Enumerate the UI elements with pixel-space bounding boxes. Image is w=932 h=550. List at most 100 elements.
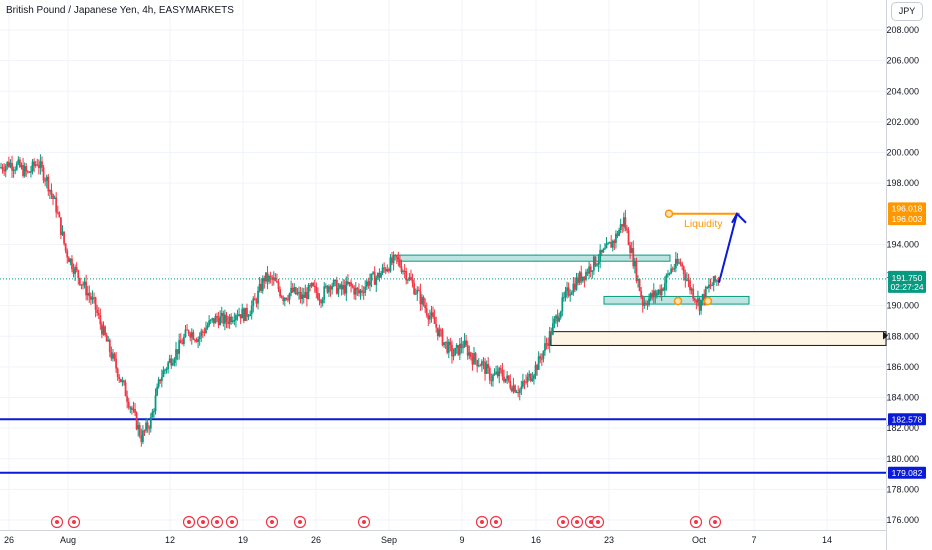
candle-body (250, 305, 253, 315)
candle-body (670, 268, 673, 274)
candle-body (20, 165, 23, 167)
candle-body (298, 291, 300, 294)
candle-body (561, 297, 564, 312)
candle-body (667, 273, 669, 275)
price-tag-bg (888, 213, 926, 226)
candle-body (190, 332, 193, 338)
candle-body (127, 401, 130, 408)
candle-body (112, 353, 114, 359)
y-tick-label: 202.000 (886, 117, 919, 127)
y-tick-label: 204.000 (886, 86, 919, 96)
candle-body (304, 292, 307, 298)
x-tick-label: Sep (381, 535, 397, 545)
candle-body (689, 280, 691, 291)
candle-body (101, 324, 103, 335)
candle-body (72, 269, 75, 274)
candle-body (643, 302, 646, 306)
candle-body (531, 378, 534, 381)
candle-body (140, 435, 143, 443)
candle-body (271, 277, 274, 280)
candle-body (348, 282, 351, 285)
y-tick-label: 188.000 (886, 331, 919, 341)
candle-body (414, 293, 417, 295)
candle-body (569, 294, 572, 296)
event-icon-dot (713, 520, 717, 524)
y-tick-label: 190.000 (886, 301, 919, 311)
candle-body (328, 286, 330, 293)
candle-body (86, 292, 89, 296)
candle-body (241, 308, 244, 319)
candle-body (616, 233, 619, 236)
candle-body (545, 343, 548, 345)
candle-body (629, 245, 632, 253)
candle-body (605, 243, 608, 249)
candle-body (244, 307, 247, 321)
candle-body (517, 392, 520, 394)
candle-body (441, 329, 444, 346)
price-tag: 182.578 (892, 414, 923, 424)
candle-body (64, 243, 67, 251)
candle-body (285, 297, 288, 300)
candle-body (548, 331, 551, 346)
currency-button[interactable]: JPY (891, 2, 923, 21)
candle-body (175, 349, 177, 360)
price-tag: 196.003 (892, 214, 923, 224)
x-tick-label: 19 (238, 535, 248, 545)
candle-body (3, 169, 6, 172)
candle-body (269, 276, 272, 278)
x-tick-label: 23 (604, 535, 614, 545)
candle-body (31, 161, 34, 172)
candle-body (209, 319, 212, 321)
candle-body (652, 290, 655, 298)
candle-body (555, 315, 557, 319)
candle-body (501, 369, 504, 377)
candle-body (167, 362, 170, 369)
candle-body (427, 314, 430, 320)
candle-body (656, 292, 658, 296)
candle-body (184, 329, 187, 337)
candle-body (376, 273, 379, 278)
candle-body (17, 159, 20, 164)
candle-body (525, 381, 527, 383)
candle-body (534, 365, 537, 376)
candle-body (115, 358, 118, 369)
candle-body (173, 359, 176, 363)
candle-body (4, 165, 7, 172)
candle-body (674, 259, 677, 269)
candle-body (310, 283, 313, 287)
candle-body (321, 299, 324, 304)
candle-body (509, 380, 512, 389)
candle-body (231, 320, 234, 322)
candle-body (181, 343, 184, 345)
candle-body (183, 336, 185, 344)
y-tick-label: 176.000 (886, 515, 919, 525)
event-icon-dot (362, 520, 366, 524)
candle-body (146, 422, 149, 429)
candle-body (493, 373, 496, 376)
candle-body (589, 266, 592, 272)
candle-body (171, 362, 174, 366)
candle-body (217, 317, 220, 326)
candle-body (381, 267, 384, 274)
candle-body (510, 388, 513, 392)
candle-body (583, 276, 586, 280)
candle-body (74, 267, 77, 274)
candle-body (556, 315, 559, 322)
candle-body (69, 258, 72, 263)
event-icon-dot (561, 520, 565, 524)
candle-body (553, 318, 556, 324)
candle-body (302, 294, 305, 298)
candle-body (544, 343, 546, 352)
chart-title: British Pound / Japanese Yen, 4h, EASYMA… (6, 5, 234, 16)
candle-body (334, 279, 337, 281)
candle-body (637, 278, 639, 281)
candle-body (402, 270, 404, 273)
candle-body (53, 197, 56, 199)
candle-body (457, 345, 460, 355)
zone-box (550, 331, 887, 346)
candle-body (142, 430, 144, 443)
candle-body (487, 364, 490, 369)
candle-body (233, 320, 236, 322)
candle-body (305, 292, 308, 299)
